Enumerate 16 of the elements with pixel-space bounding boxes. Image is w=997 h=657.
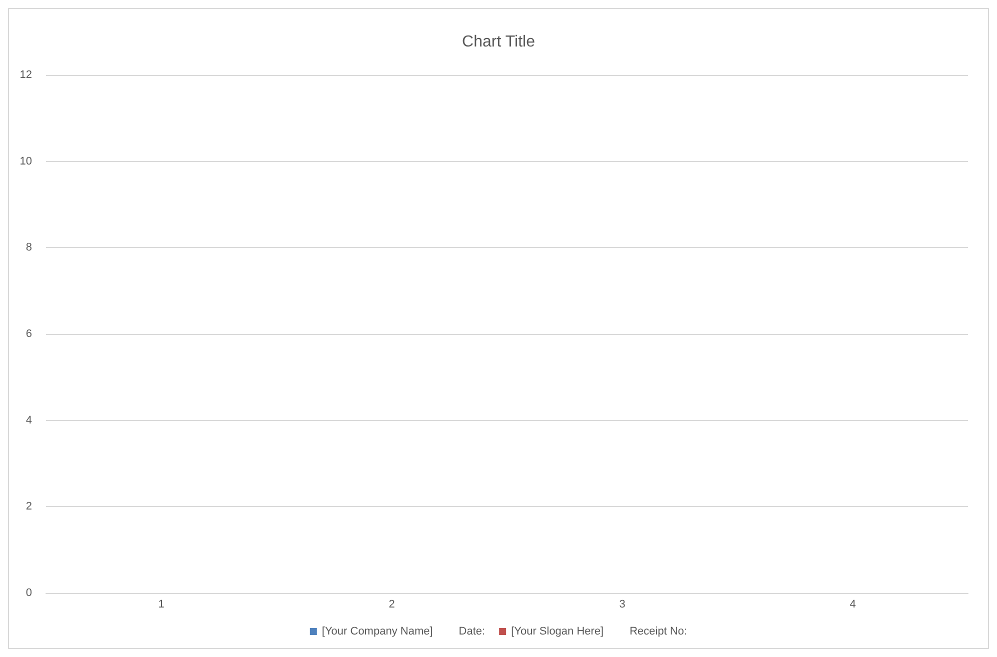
y-tick-label: 8	[26, 242, 32, 254]
y-tick-label: 6	[26, 328, 32, 340]
x-tick-label: 3	[619, 598, 626, 610]
y-tick-label: 4	[26, 414, 32, 426]
text: Date:	[458, 626, 486, 638]
y-tick-label: 12	[20, 69, 32, 81]
text: Receipt No:	[630, 626, 688, 638]
x-tick-label: 1	[158, 598, 164, 610]
legend-label: [Your Slogan Here]	[511, 626, 604, 638]
y-tick-label: 0	[26, 587, 32, 599]
chart-title: Chart Title	[462, 34, 536, 50]
y-tick-label: 2	[26, 500, 32, 513]
x-tick-label: 2	[388, 598, 395, 610]
x-tick-label: 4	[850, 598, 856, 610]
legend-label: [Your Company Name]	[322, 626, 433, 638]
y-tick-label: 10	[20, 155, 32, 168]
